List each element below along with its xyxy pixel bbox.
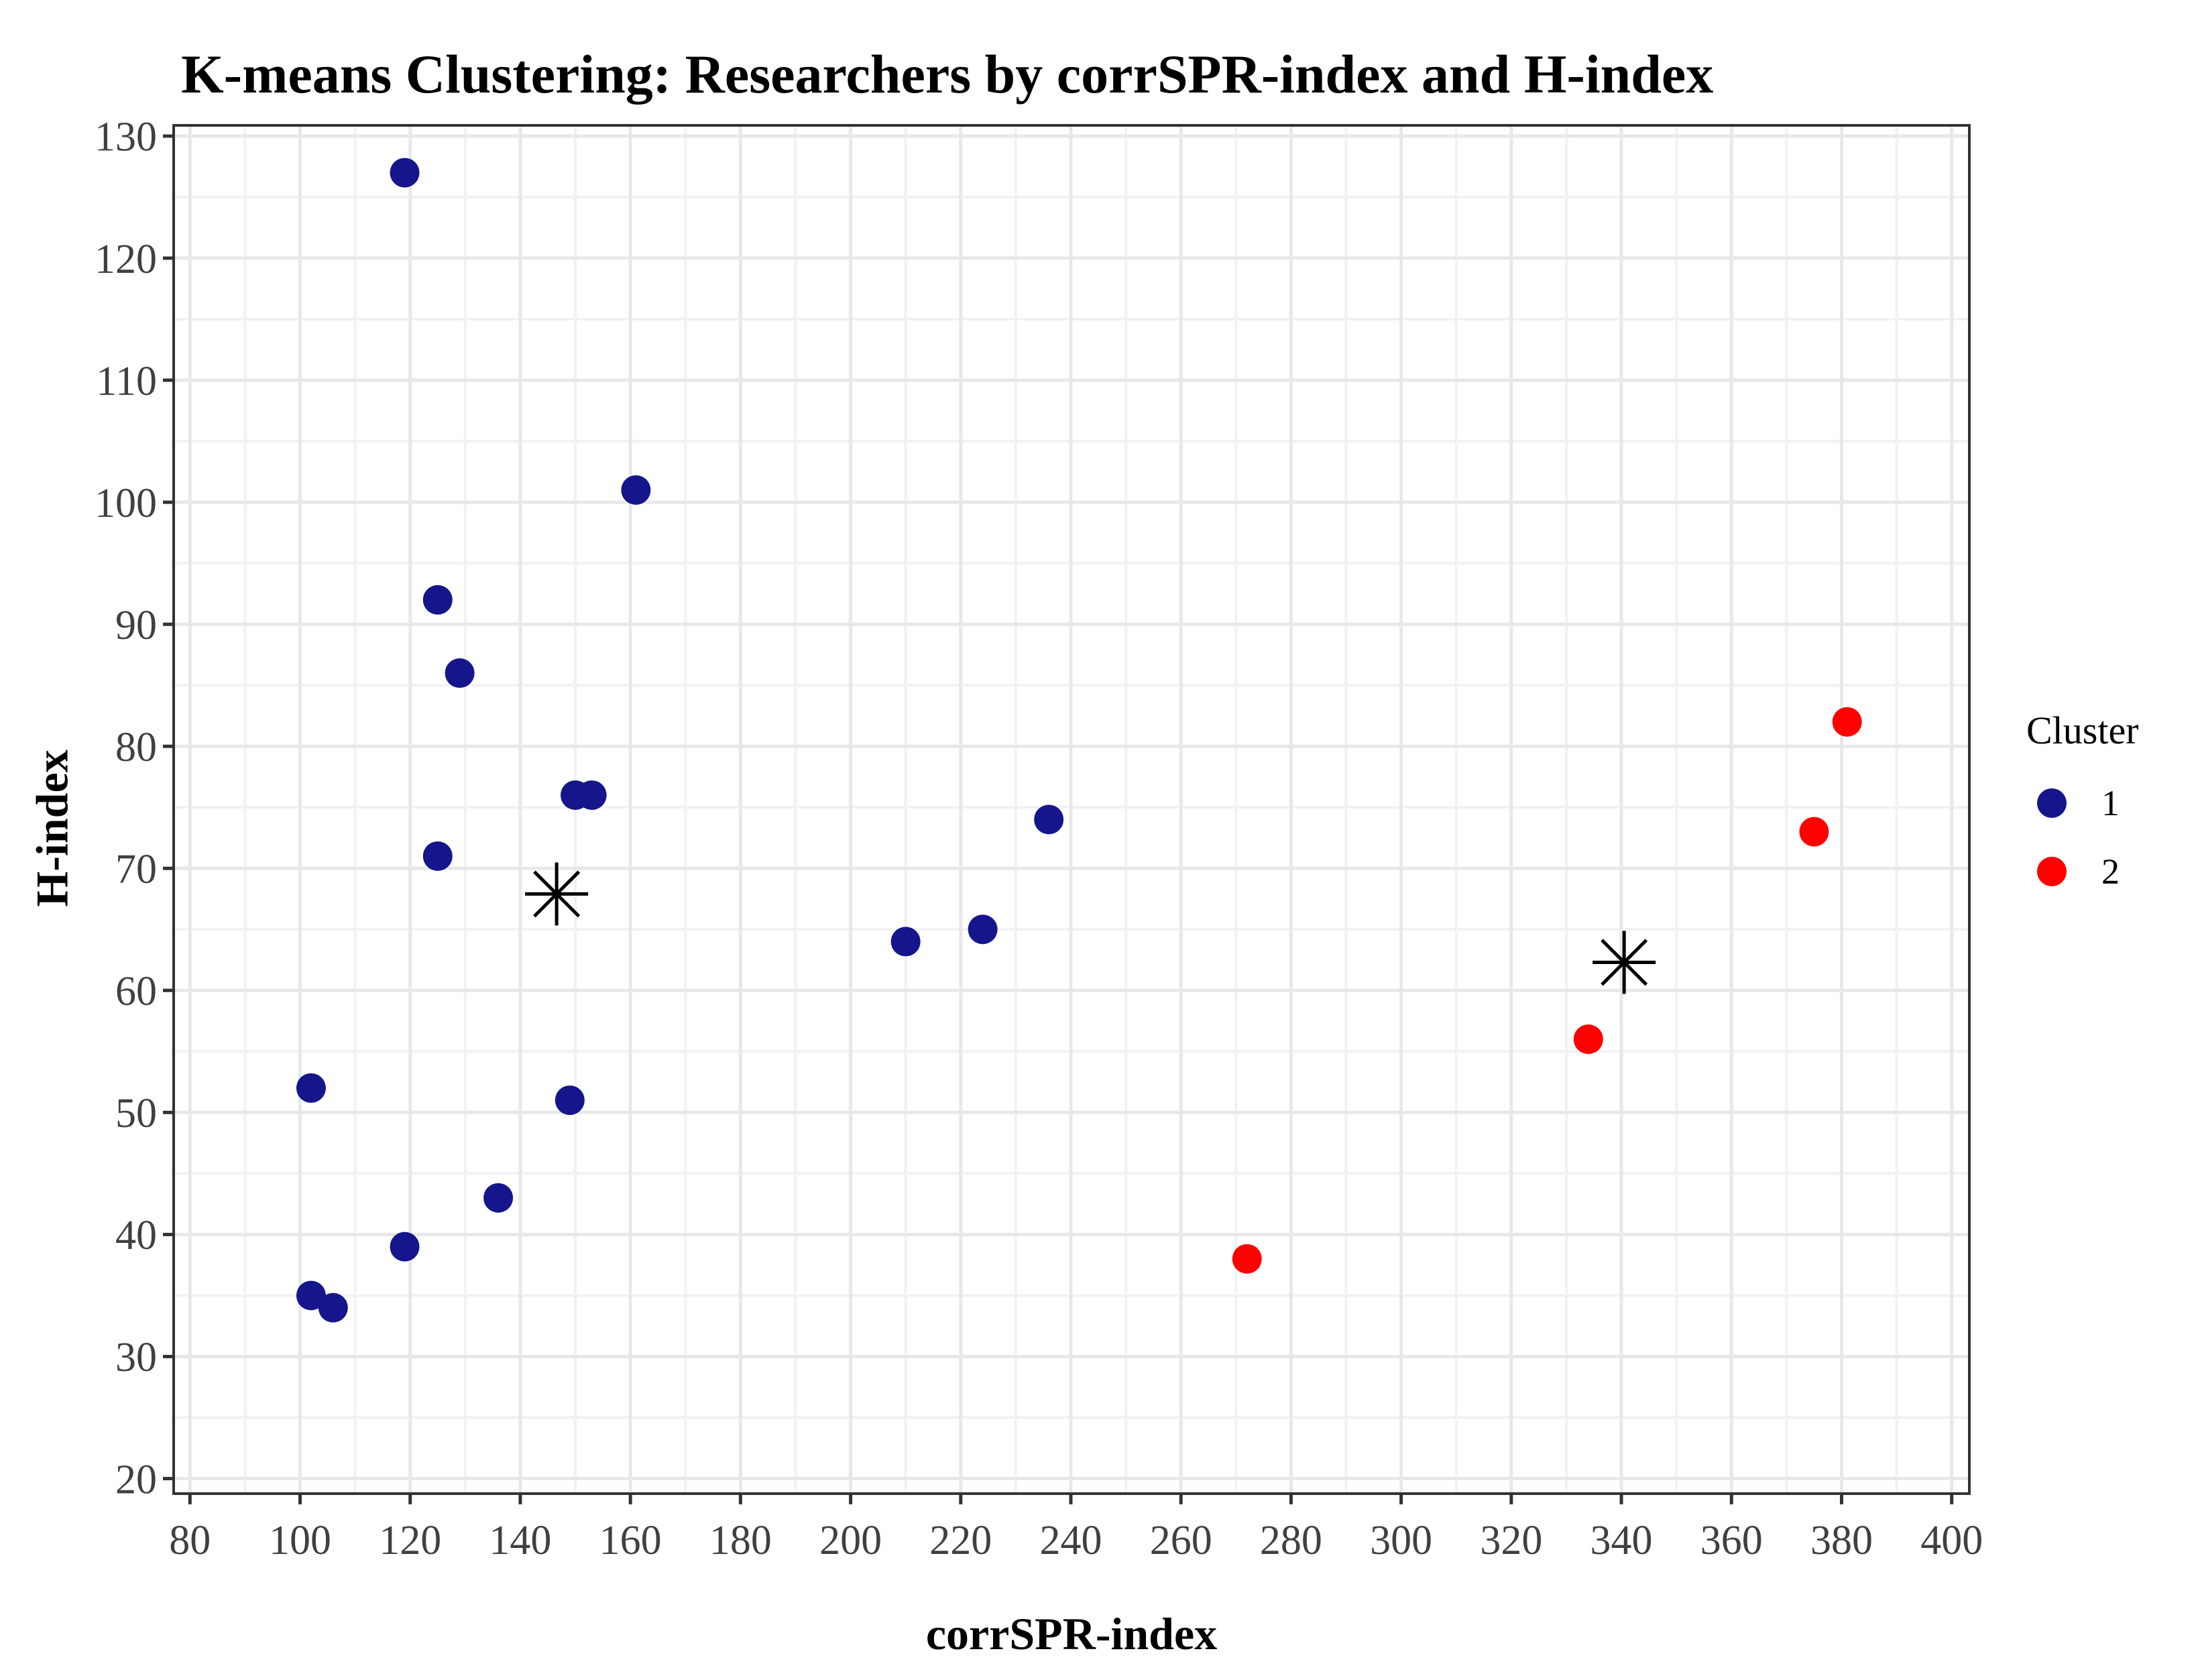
x-tick-label: 320 — [1480, 1518, 1542, 1563]
x-tick-label: 340 — [1590, 1518, 1653, 1563]
legend-item-label: 1 — [2101, 783, 2120, 823]
x-tick-label: 400 — [1920, 1518, 1983, 1563]
legend-item-cluster2: 2 — [2037, 851, 2199, 892]
data-point-cluster2 — [1232, 1244, 1262, 1274]
chart-title: K-means Clustering: Researchers by corrS… — [181, 44, 1714, 105]
x-tick-label: 380 — [1810, 1518, 1873, 1563]
x-tick-label: 180 — [709, 1518, 772, 1563]
x-tick-label: 360 — [1700, 1518, 1763, 1563]
data-point-cluster1 — [483, 1183, 514, 1213]
data-point-cluster2 — [1573, 1024, 1603, 1055]
centroid-asterisk-ray — [1601, 939, 1648, 986]
centroid-asterisk-ray — [533, 870, 581, 918]
centroid-asterisk-marker — [1593, 931, 1656, 994]
y-axis-title: H-index — [26, 749, 78, 907]
y-tick-label: 20 — [115, 1457, 157, 1502]
data-point-cluster1 — [621, 475, 651, 505]
legend-item-cluster1: 1 — [2037, 783, 2199, 823]
data-point-cluster1 — [390, 158, 420, 188]
legend: Cluster 1 2 — [2018, 708, 2199, 924]
x-tick-label: 140 — [489, 1518, 551, 1563]
data-point-cluster1 — [318, 1293, 348, 1323]
x-tick-label: 80 — [169, 1518, 211, 1563]
x-tick-label: 220 — [929, 1518, 992, 1563]
y-tick-label: 120 — [95, 237, 157, 282]
x-tick-label: 280 — [1260, 1518, 1322, 1563]
data-point-cluster2 — [1799, 817, 1829, 847]
data-point-cluster1 — [445, 658, 475, 688]
legend-item-label: 2 — [2101, 851, 2120, 892]
cluster2-dot-icon — [2037, 857, 2067, 886]
data-point-cluster1 — [422, 841, 453, 872]
x-tick-label: 200 — [819, 1518, 882, 1563]
y-tick-label: 90 — [115, 603, 157, 648]
y-tick-label: 50 — [115, 1091, 157, 1136]
y-tick-label: 30 — [115, 1335, 157, 1380]
x-tick-label: 260 — [1150, 1518, 1212, 1563]
y-tick-label: 40 — [115, 1213, 157, 1258]
data-point-cluster2 — [1832, 707, 1862, 737]
y-tick-label: 100 — [95, 481, 157, 526]
data-point-cluster1 — [555, 1085, 585, 1116]
data-point-cluster1 — [968, 914, 998, 945]
data-point-cluster1 — [296, 1280, 326, 1311]
y-tick-label: 60 — [115, 969, 157, 1014]
y-tick-label: 130 — [95, 115, 157, 160]
cluster1-dot-icon — [2037, 788, 2067, 818]
y-tick-label: 110 — [96, 359, 157, 404]
data-point-cluster1 — [890, 926, 921, 957]
legend-title: Cluster — [2026, 709, 2139, 752]
x-tick-label: 160 — [599, 1518, 662, 1563]
x-tick-label: 120 — [379, 1518, 441, 1563]
data-point-cluster1 — [296, 1073, 326, 1103]
y-tick-label: 80 — [115, 725, 157, 770]
x-tick-label: 300 — [1370, 1518, 1432, 1563]
data-point-cluster1 — [390, 1232, 420, 1262]
data-point-cluster1 — [577, 780, 607, 811]
x-tick-label: 240 — [1039, 1518, 1102, 1563]
x-tick-label: 100 — [269, 1518, 331, 1563]
centroid-asterisk-marker — [525, 862, 589, 926]
y-tick-label: 70 — [115, 847, 157, 892]
data-point-cluster1 — [1034, 804, 1064, 835]
data-point-cluster1 — [422, 585, 453, 615]
x-axis-title: corrSPR-index — [925, 1608, 1218, 1659]
